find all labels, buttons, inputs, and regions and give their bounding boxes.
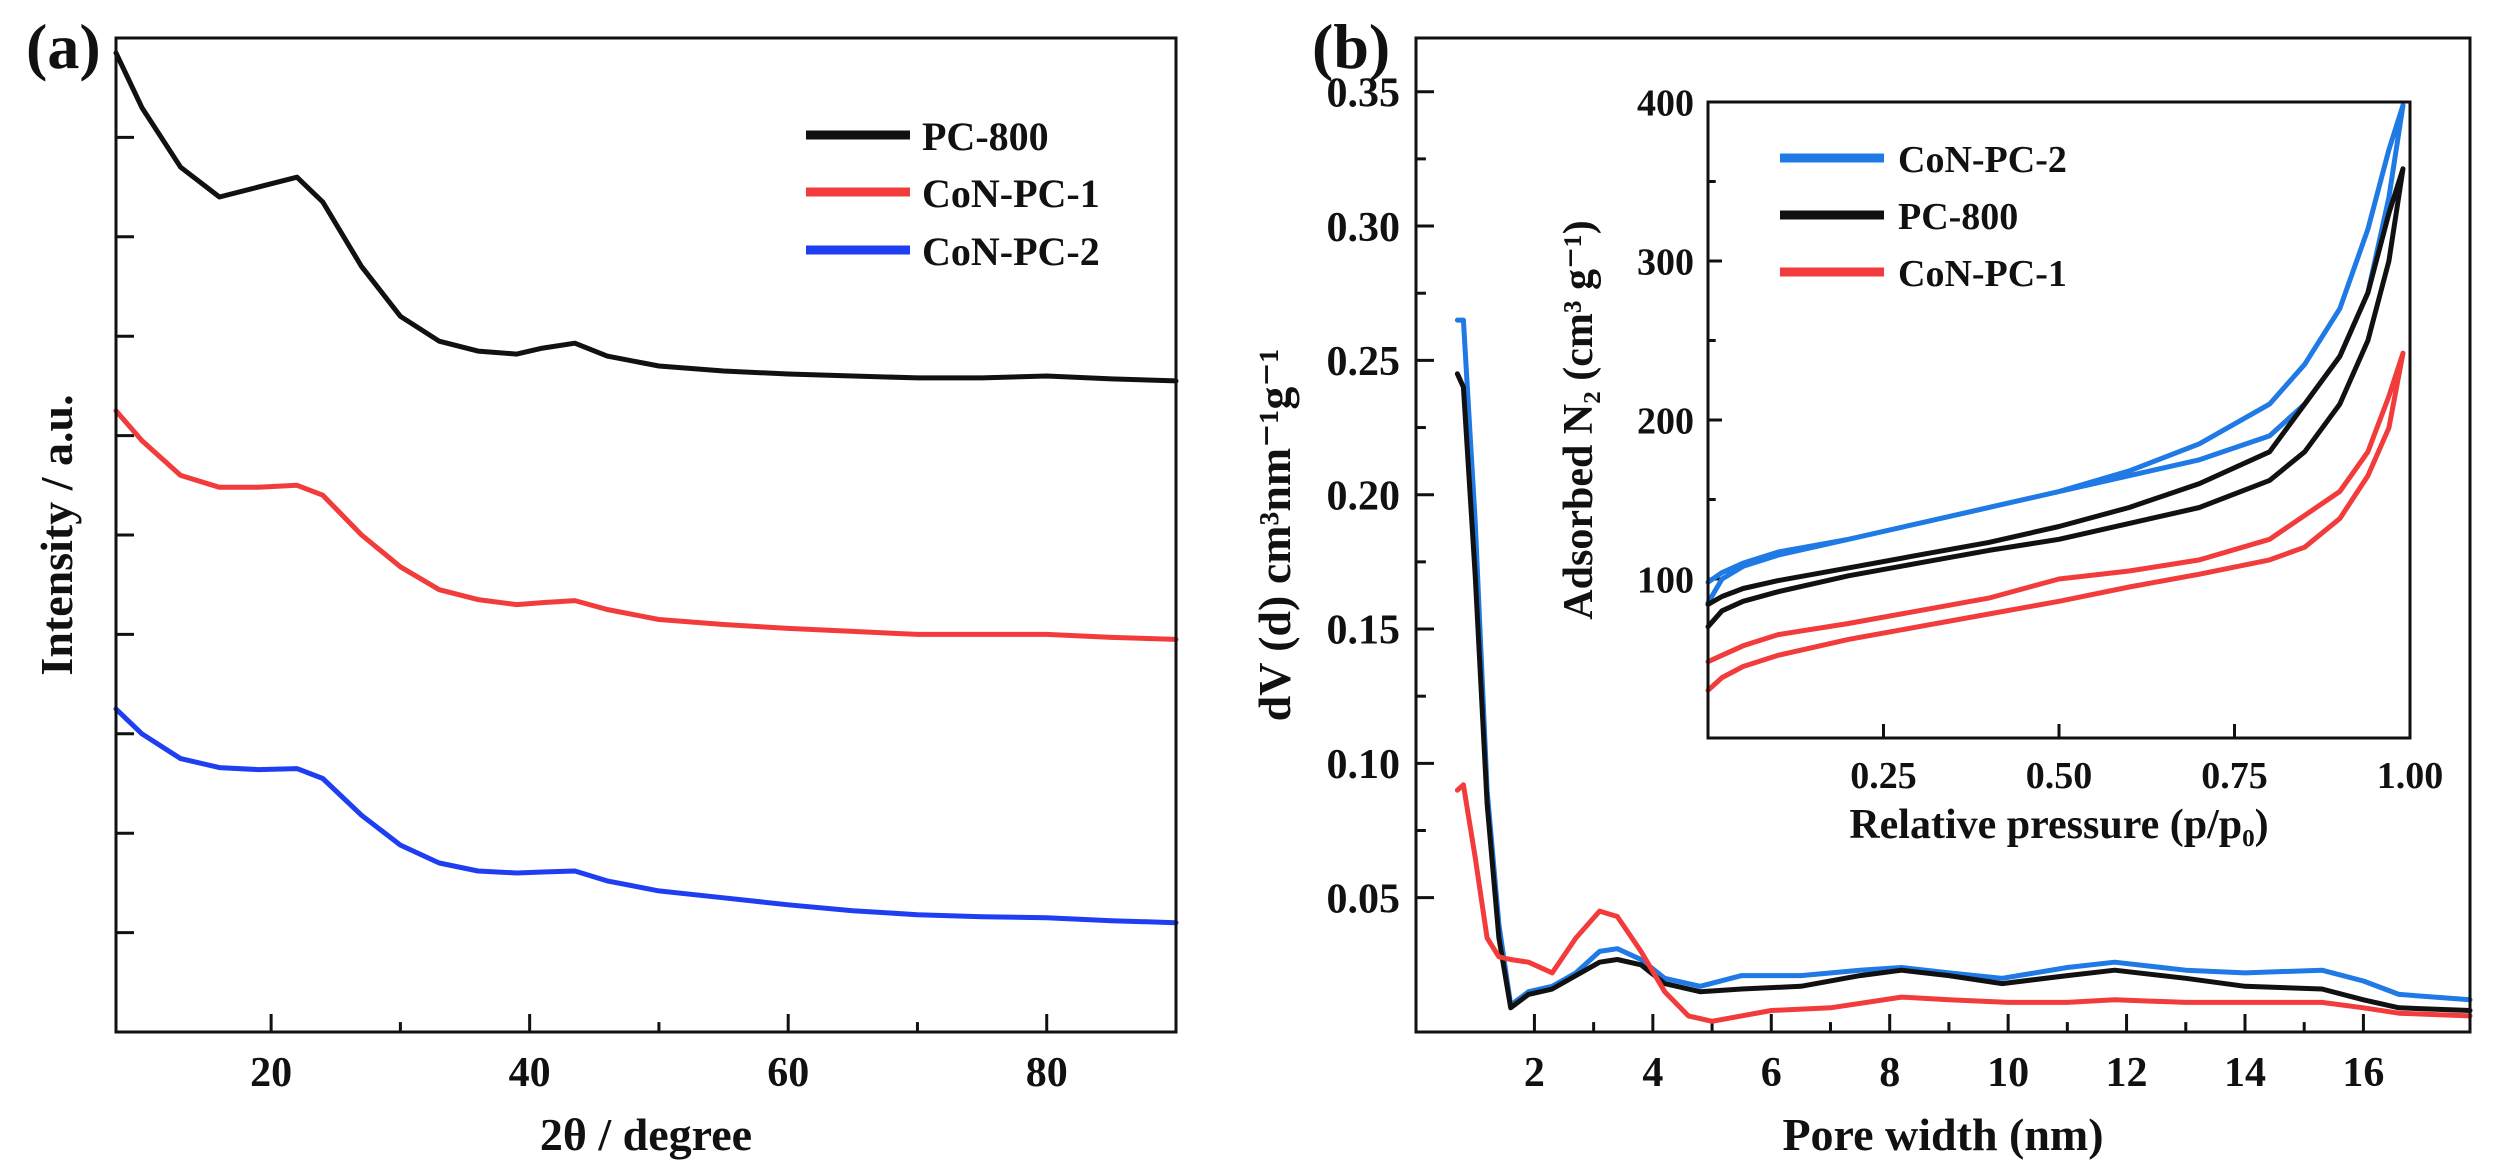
- inset-series-con-pc-1: [1705, 350, 2406, 693]
- inset-xtick-label: 0.25: [1850, 755, 1917, 797]
- panel-b: 2 4 6 8 10 12 14 16 0.05 0.10 0.15 0.20 0.25 0.30 0.35…: [1249, 36, 2473, 1160]
- panel-b-ylabel: dV (d) cm³nm⁻¹g⁻¹: [1249, 349, 1300, 722]
- panel-b-xtick-label: 16: [2342, 1050, 2384, 1096]
- panel-b-ytick-label: 0.15: [1327, 608, 1401, 654]
- inset-xtick-label: 0.50: [2026, 755, 2093, 797]
- panel-b-ytick-label: 0.20: [1327, 473, 1401, 519]
- panel-b-ytick-label: 0.35: [1327, 70, 1401, 116]
- legend-a-label-conpc2: CoN-PC-2: [922, 229, 1100, 274]
- panel-a-xtick-label: 20: [250, 1050, 292, 1096]
- inset-ytick-label: 200: [1637, 400, 1694, 442]
- panel-a-xlabel: 2θ / degree: [540, 1109, 752, 1160]
- panel-b-ytick-label: 0.05: [1327, 876, 1401, 922]
- inset-ytick-label: 100: [1637, 559, 1694, 601]
- panel-a-xtick-label: 60: [767, 1050, 809, 1096]
- panel-b-xtick-label: 2: [1524, 1050, 1545, 1096]
- panel-b-series-con-pc-1: [1454, 782, 2473, 1024]
- inset-series-con-pc-2: [1705, 102, 2406, 606]
- inset-ylabel: Adsorbed N₂ (cm³ g⁻¹): [1556, 220, 1602, 619]
- inset-ytick-label: 400: [1637, 82, 1694, 124]
- panel-b-series: [1454, 317, 2473, 1024]
- inset-background: [1708, 102, 2410, 738]
- legend-a-label-conpc1: CoN-PC-1: [922, 171, 1100, 216]
- panel-b-ytick-label: 0.25: [1327, 339, 1401, 385]
- inset-ytick-label: 300: [1637, 241, 1694, 283]
- panel-a-label: (a): [26, 11, 101, 82]
- panel-b-xlabel: Pore width (nm): [1782, 1109, 2103, 1160]
- inset-series: [1705, 102, 2406, 693]
- inset-xtick-label: 1.00: [2377, 755, 2444, 797]
- inset-frame: [1706, 100, 2412, 740]
- panel-b-xtick-label: 10: [1987, 1050, 2029, 1096]
- legend-inset-label-conpc1: CoN-PC-1: [1898, 253, 2067, 295]
- panel-a-ticks: 20 40 60 80: [116, 135, 1068, 1096]
- inset-series-pc-800: [1705, 166, 2406, 630]
- panel-b-ticks: 2 4 6 8 10 12 14 16 0.05 0.10 0.15 0.20 0.25 0.30 0.35: [1327, 70, 2385, 1096]
- panel-b-xtick-label: 12: [2106, 1050, 2148, 1096]
- panel-a-xtick-label: 80: [1026, 1050, 1068, 1096]
- legend-inset-label-pc800: PC-800: [1898, 196, 2018, 238]
- legend-inset-label-conpc2: CoN-PC-2: [1898, 139, 2067, 181]
- panel-b-xtick-label: 14: [2224, 1050, 2266, 1096]
- panel-a-series: [113, 50, 1179, 926]
- panel-a-series-con-pc-1: [113, 408, 1179, 642]
- panel-a-series-con-pc-2: [113, 706, 1179, 926]
- inset-xtick-label: 0.75: [2201, 755, 2268, 797]
- panel-b-xtick-label: 6: [1761, 1050, 1782, 1096]
- panel-b-ytick-label: 0.30: [1327, 205, 1401, 251]
- panel-b-xtick-label: 4: [1642, 1050, 1663, 1096]
- panel-b-ytick-label: 0.10: [1327, 742, 1401, 788]
- panel-a-frame: [114, 36, 1178, 1034]
- panel-b-frame: [1414, 36, 2472, 1034]
- panel-a-series-pc-800: [113, 50, 1179, 384]
- panel-a-legend: PC-800 CoN-PC-1 CoN-PC-2: [806, 114, 1100, 274]
- panel-a-ylabel: Intensity / a.u.: [31, 394, 82, 675]
- inset: 0.25 0.50 0.75 1.00 100 200 300 400 Relative pr…: [1556, 82, 2443, 848]
- panel-a-xtick-label: 40: [509, 1050, 551, 1096]
- inset-ticks: 0.25 0.50 0.75 1.00 100 200 300 400: [1637, 82, 2443, 797]
- panel-b-xtick-label: 8: [1879, 1050, 1900, 1096]
- legend-a-label-pc800: PC-800: [922, 114, 1049, 159]
- panel-b-series-pc-800: [1454, 371, 2473, 1013]
- panel-a: 20 40 60 80 2θ / degree Intensity / a.u. PC…: [31, 36, 1179, 1160]
- panel-b-label: (b): [1312, 11, 1390, 82]
- inset-xlabel: Relative pressure (p/p₀): [1849, 802, 2268, 848]
- inset-legend: CoN-PC-2 PC-800 CoN-PC-1: [1780, 139, 2067, 295]
